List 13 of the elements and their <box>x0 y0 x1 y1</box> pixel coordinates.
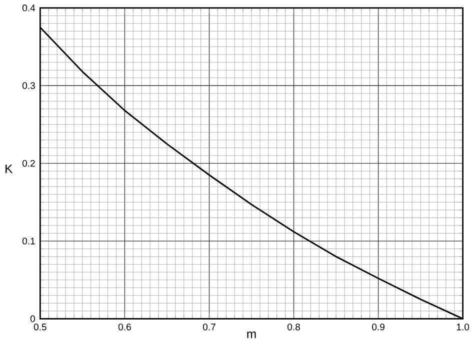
y-tick-label: 0.1 <box>22 238 35 245</box>
y-tick-label: 0.2 <box>22 160 35 167</box>
y-axis-title: K <box>6 164 13 174</box>
x-tick-label: 1.0 <box>456 324 470 330</box>
x-tick-label: 0.7 <box>202 324 216 330</box>
y-tick-label: 0.4 <box>22 4 36 12</box>
y-tick-label: 0 <box>30 316 35 322</box>
x-tick-label: 0.9 <box>372 324 384 330</box>
x-tick-label: 0.6 <box>118 324 131 330</box>
x-tick-label: 0.5 <box>34 324 46 330</box>
y-tick-label: 0.3 <box>22 82 35 90</box>
x-axis-title: m <box>247 332 256 338</box>
x-tick-label: 0.8 <box>287 324 300 330</box>
